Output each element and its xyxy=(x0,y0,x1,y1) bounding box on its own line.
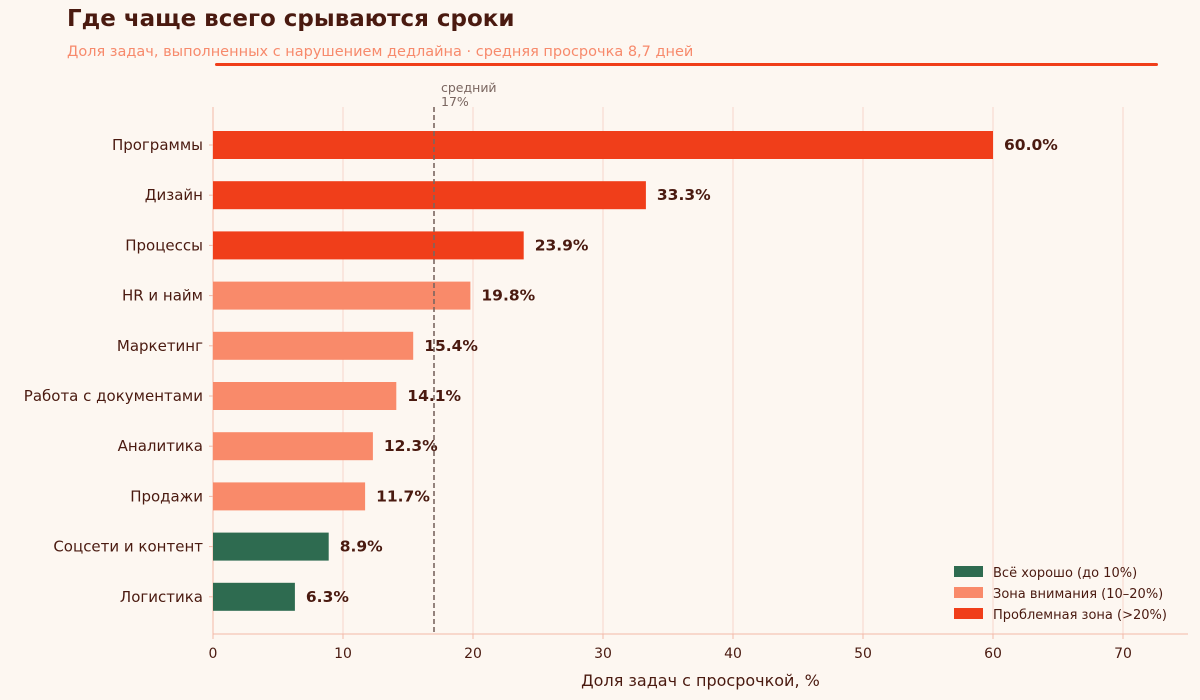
bar xyxy=(213,382,397,410)
x-tick-label: 20 xyxy=(464,646,482,662)
chart-subtitle: Доля задач, выполненных с нарушением дед… xyxy=(67,44,694,60)
x-axis-label: Доля задач с просрочкой, % xyxy=(581,671,820,690)
y-tick-label: Маркетинг xyxy=(117,337,203,355)
data-label: 15.4% xyxy=(424,337,478,355)
bar xyxy=(213,582,295,611)
x-tick-label: 30 xyxy=(594,646,612,662)
y-tick-label: Продажи xyxy=(130,487,203,505)
data-label: 23.9% xyxy=(535,236,589,254)
legend-swatch xyxy=(954,608,983,619)
bar xyxy=(213,181,646,210)
y-tick-label: Аналитика xyxy=(118,437,203,455)
legend-swatch xyxy=(954,566,983,577)
average-label: средний xyxy=(441,80,497,95)
bar xyxy=(213,281,471,310)
legend-swatch xyxy=(954,587,983,598)
y-tick-label: Соцсети и контент xyxy=(53,538,203,556)
bar xyxy=(213,482,366,511)
y-tick-label: Логистика xyxy=(120,588,203,606)
y-tick-label: Дизайн xyxy=(145,186,203,204)
y-tick-label: Процессы xyxy=(125,236,203,254)
data-label: 8.9% xyxy=(340,538,383,556)
x-tick-label: 50 xyxy=(854,646,872,662)
x-tick-label: 0 xyxy=(209,646,218,662)
y-tick-label: Программы xyxy=(112,136,203,154)
bar xyxy=(213,331,414,360)
data-label: 19.8% xyxy=(481,287,535,305)
bar xyxy=(213,231,524,260)
x-tick-label: 40 xyxy=(724,646,742,662)
data-label: 11.7% xyxy=(376,487,430,505)
bar xyxy=(213,131,993,159)
legend-label: Всё хорошо (до 10%) xyxy=(993,566,1137,581)
bar xyxy=(213,432,373,461)
x-tick-label: 70 xyxy=(1114,646,1132,662)
accent-rule xyxy=(215,63,1158,66)
data-label: 12.3% xyxy=(384,437,438,455)
legend-label: Зона внимания (10–20%) xyxy=(993,587,1163,602)
data-label: 6.3% xyxy=(306,588,349,606)
data-label: 33.3% xyxy=(657,186,711,204)
x-tick-label: 60 xyxy=(984,646,1002,662)
average-value: 17% xyxy=(441,94,469,109)
y-tick-label: Работа с документами xyxy=(24,387,203,405)
bar xyxy=(213,532,329,561)
legend-label: Проблемная зона (>20%) xyxy=(993,608,1167,623)
y-tick-label: HR и найм xyxy=(122,287,203,305)
x-tick-label: 10 xyxy=(334,646,352,662)
data-label: 60.0% xyxy=(1004,136,1058,154)
chart-title: Где чаще всего срываются сроки xyxy=(67,6,515,32)
